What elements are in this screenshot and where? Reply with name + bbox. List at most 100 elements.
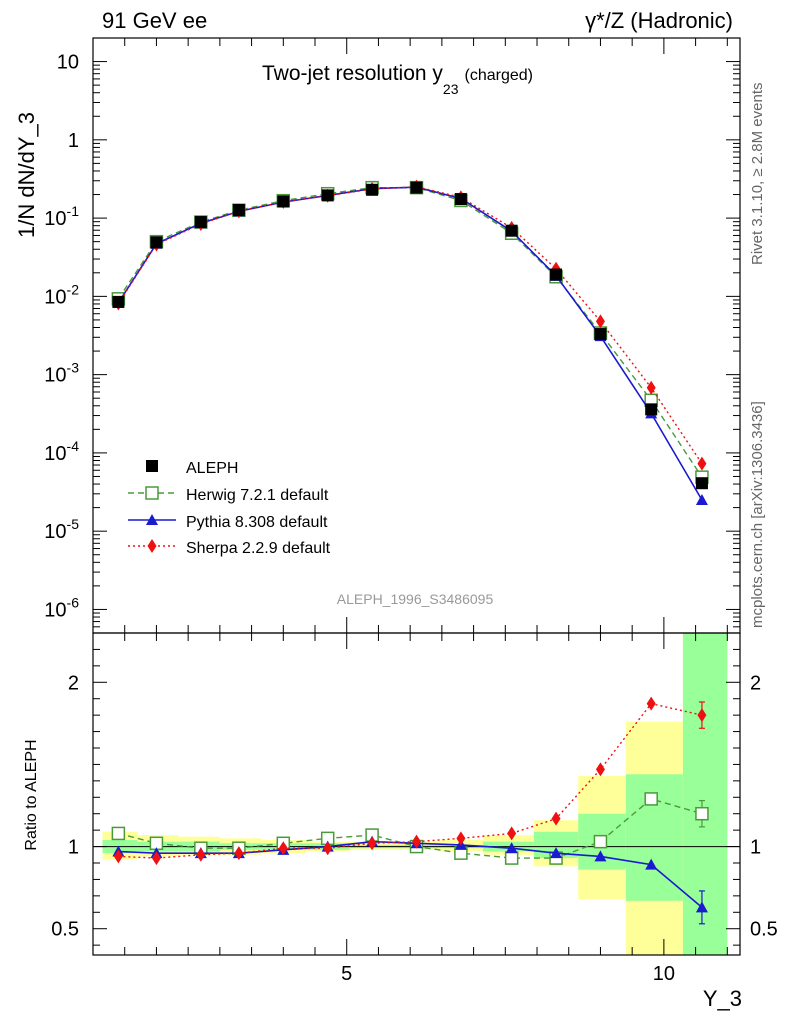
main-ytick-label-base: 10 [44, 365, 66, 387]
ratio-point-herwig [504, 851, 519, 865]
ratio-ytick-label-right: 2 [750, 672, 761, 694]
legend-label-sherpa: Sherpa 2.2.9 default [186, 540, 331, 557]
ratio-point-sherpa [323, 841, 333, 856]
ratio-ytick-label-right: 0.5 [750, 919, 778, 941]
legend-marker-pythia [146, 514, 158, 525]
ratio-point-sherpa [151, 851, 161, 866]
ratio-plot-layer [111, 696, 709, 925]
main-point-aleph [150, 236, 163, 249]
main-line-herwig [117, 186, 703, 478]
legend-marker-sherpa [147, 539, 157, 553]
ratio-ytick-label-left: 2 [68, 672, 79, 694]
main-point-aleph [194, 216, 207, 229]
main-point-aleph [232, 203, 245, 216]
legend-marker-herwig [145, 486, 159, 500]
legend-label-pythia: Pythia 8.308 default [186, 514, 328, 531]
main-ytick-label-exp: -3 [67, 360, 80, 376]
ratio-xtick-label: 5 [341, 963, 352, 985]
main-plot-layer [111, 179, 709, 506]
main-ytick-label: 10-2 [44, 281, 79, 308]
main-point-aleph [277, 195, 290, 208]
legend-label-aleph: ALEPH [186, 460, 238, 477]
ratio-point-pythia [550, 847, 563, 859]
mcplots-label: mcplots.cern.ch [arXiv:1306.3436] [749, 401, 766, 628]
main-point-aleph [594, 328, 607, 341]
main-ytick-label-base: 10 [44, 286, 66, 308]
main-ytick-label-exp: -5 [67, 516, 80, 532]
ratio-ylabel: Ratio to ALEPH [23, 739, 40, 850]
xlabel: Y_3 [703, 986, 742, 1011]
ratio-point-pythia [505, 842, 518, 854]
main-ytick-label: 10-1 [44, 203, 79, 230]
legend: ALEPH Herwig 7.2.1 default Pythia 8.308 … [128, 460, 331, 557]
main-point-aleph [112, 295, 125, 308]
ratio-point-sherpa [697, 708, 707, 723]
main-ytick-label-base: 10 [44, 521, 66, 543]
main-line-sherpa [117, 185, 703, 464]
ratio-point-sherpa [456, 831, 466, 846]
ratio-point-sherpa [412, 834, 421, 849]
analysis-id: ALEPH_1996_S3486095 [337, 591, 494, 607]
main-point-aleph [321, 189, 334, 202]
main-point-sherpa [697, 456, 707, 471]
main-point-pythia [695, 494, 708, 506]
legend-marker-aleph [146, 460, 158, 472]
main-ytick-label: 10-3 [44, 360, 79, 387]
main-ytick-label-exp: -4 [67, 438, 80, 454]
ratio-ytick-label-left: 1 [68, 837, 79, 859]
ratio-point-sherpa [551, 811, 561, 826]
ratio-frame [92, 632, 741, 956]
ratio-point-herwig [644, 792, 658, 806]
ratio-bands-layer [93, 633, 740, 955]
main-ytick-label-base: 10 [44, 599, 66, 621]
main-point-aleph [505, 224, 518, 237]
ratio-point-herwig [695, 806, 709, 821]
main-point-aleph [695, 477, 708, 490]
main-title-text: Two-jet resolution y [262, 62, 443, 85]
main-point-sherpa [595, 314, 605, 329]
main-ytick-label-exp: -2 [67, 281, 80, 297]
ratio-ytick-label-right: 1 [750, 837, 761, 859]
main-title: Two-jet resolution y23 (charged) [262, 62, 533, 97]
main-ytick-label: 10-4 [44, 438, 79, 465]
main-ytick-label: 10 [57, 52, 79, 74]
main-ytick-label-base: 10 [44, 443, 66, 465]
ratio-point-sherpa [646, 696, 656, 711]
ratio-point-sherpa [278, 841, 288, 856]
ratio-point-herwig [593, 834, 608, 849]
legend-label-herwig: Herwig 7.2.1 default [186, 487, 329, 504]
ratio-point-herwig [111, 826, 126, 841]
main-ytick-label: 1 [68, 130, 79, 152]
main-ytick-label: 10-5 [44, 516, 79, 543]
main-point-aleph [410, 181, 423, 194]
header-right-gamma: γ [585, 8, 596, 33]
main-ytick-label: 10-6 [44, 594, 79, 621]
main-line-pythia [117, 186, 703, 501]
rivet-label: Rivet 3.1.10, ≥ 2.8M events [749, 83, 766, 266]
ratio-point-sherpa [196, 847, 206, 862]
main-point-aleph [550, 268, 563, 281]
ratio-xtick-label: 10 [653, 963, 675, 985]
main-ytick-label-exp: -1 [67, 203, 80, 219]
ratio-line-sherpa [118, 702, 703, 859]
ratio-point-pythia [695, 901, 708, 913]
main-point-aleph [645, 403, 658, 416]
main-point-aleph [454, 193, 467, 206]
ratio-point-pythia [594, 850, 607, 862]
main-title-sub: 23 [443, 81, 459, 97]
ratio-ytick-label-left: 0.5 [51, 919, 79, 941]
ratio-point-sherpa [507, 826, 517, 841]
main-ytick-label-base: 10 [44, 208, 66, 230]
main-title-suffix: (charged) [465, 67, 533, 84]
main-ytick-label-exp: -6 [67, 594, 80, 610]
ratio-point-sherpa [595, 762, 605, 777]
main-ytick-label-base: 10 [57, 52, 79, 74]
header-right-rest: */Z (Hadronic) [596, 8, 733, 33]
ratio-point-pythia [645, 858, 658, 870]
main-ytick-label-base: 1 [68, 130, 79, 152]
ratio-point-sherpa [367, 836, 377, 851]
ratio-point-sherpa [234, 846, 244, 861]
main-point-sherpa [646, 380, 656, 395]
